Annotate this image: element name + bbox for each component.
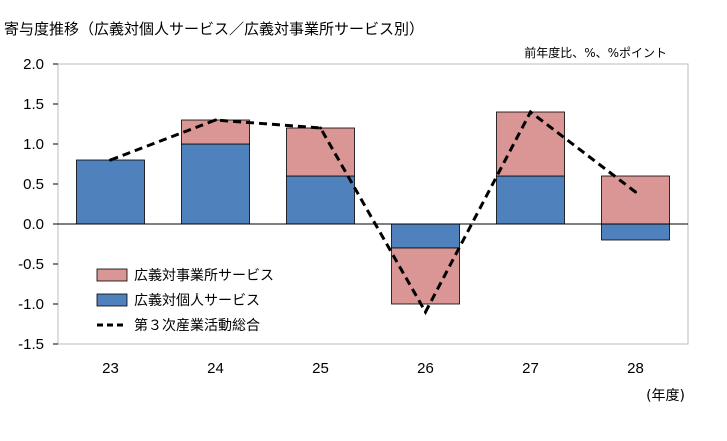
x-tick-label: 24	[207, 360, 224, 377]
plot-area	[57, 63, 689, 345]
legend-swatch	[96, 268, 128, 282]
chart-title: 寄与度推移（広義対個人サービス／広義対事業所サービス別）	[4, 20, 425, 38]
legend-swatch	[96, 293, 128, 307]
x-tick-label: 23	[102, 360, 119, 377]
x-unit-label: (年度)	[646, 388, 685, 404]
total-point-28	[634, 190, 637, 194]
legend-label: 広義対個人サービス	[134, 292, 260, 309]
y-tick-label: -1.5	[18, 336, 44, 353]
bar-personal-25	[286, 175, 355, 225]
y-tick-label: 2.0	[23, 56, 44, 73]
x-tick-label: 27	[522, 360, 539, 377]
bar-business-27	[496, 111, 565, 177]
total-point-25	[319, 126, 322, 130]
y-tick-label: 0.0	[23, 216, 44, 233]
total-point-24	[214, 118, 217, 122]
bar-personal-28	[601, 223, 670, 241]
legend-label: 広義対事業所サービス	[134, 267, 274, 284]
y-tick-label: -1.0	[18, 296, 44, 313]
total-point-27	[529, 110, 532, 114]
total-line	[109, 109, 637, 316]
y-tick-label: 1.0	[23, 136, 44, 153]
legend-label: 第３次産業活動総合	[134, 317, 260, 334]
y-tick-label: 0.5	[23, 176, 44, 193]
x-tick-label: 28	[627, 360, 644, 377]
x-tick-label: 25	[312, 360, 329, 377]
y-tick-label: 1.5	[23, 96, 44, 113]
x-tick-label: 26	[417, 360, 434, 377]
bar-business-24	[181, 119, 250, 145]
unit-label: 前年度比、%、%ポイント	[524, 46, 667, 60]
total-point-23	[109, 158, 112, 162]
total-point-26	[424, 310, 427, 314]
bar-personal-23	[76, 159, 145, 225]
bar-personal-24	[181, 143, 250, 225]
y-tick-label: -0.5	[18, 256, 44, 273]
bar-business-26	[391, 247, 460, 305]
bar-personal-27	[496, 175, 565, 225]
bar-business-28	[601, 175, 670, 225]
bar-personal-26	[391, 223, 460, 249]
